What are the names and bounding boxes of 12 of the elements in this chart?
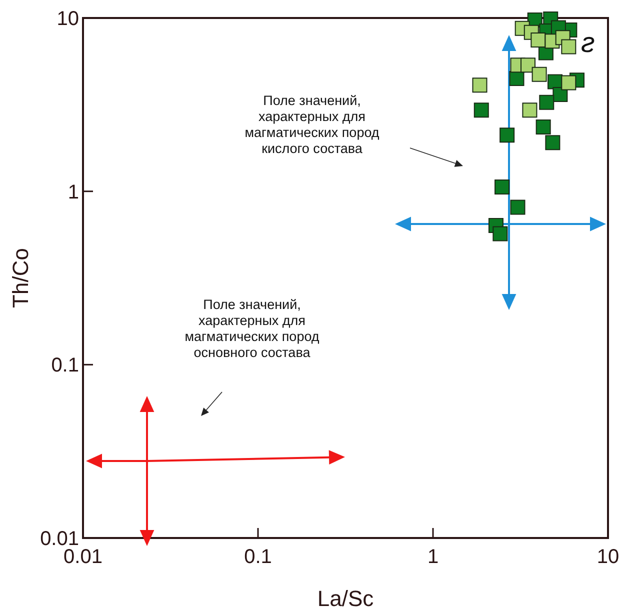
x-tick-label: 10 (596, 546, 620, 568)
y-axis-title: Th/Co (8, 248, 33, 308)
annotation: Поле значений, характерных для магматических пород основного состава (184, 297, 320, 360)
y-tick-label: 10 (56, 8, 79, 30)
annotation: ƨ (581, 27, 595, 58)
x-tick-label: 1 (427, 546, 439, 568)
x-axis-title: La/Sc (317, 586, 374, 611)
y-tick-label: 1 (68, 181, 79, 204)
annotation: Поле значений, характерных для магматических пород кислого состава (244, 93, 380, 156)
y-tick-label: 0.1 (51, 354, 79, 377)
x-tick-label: 0.1 (244, 546, 272, 568)
y-tick-label: 0.01 (40, 528, 79, 550)
